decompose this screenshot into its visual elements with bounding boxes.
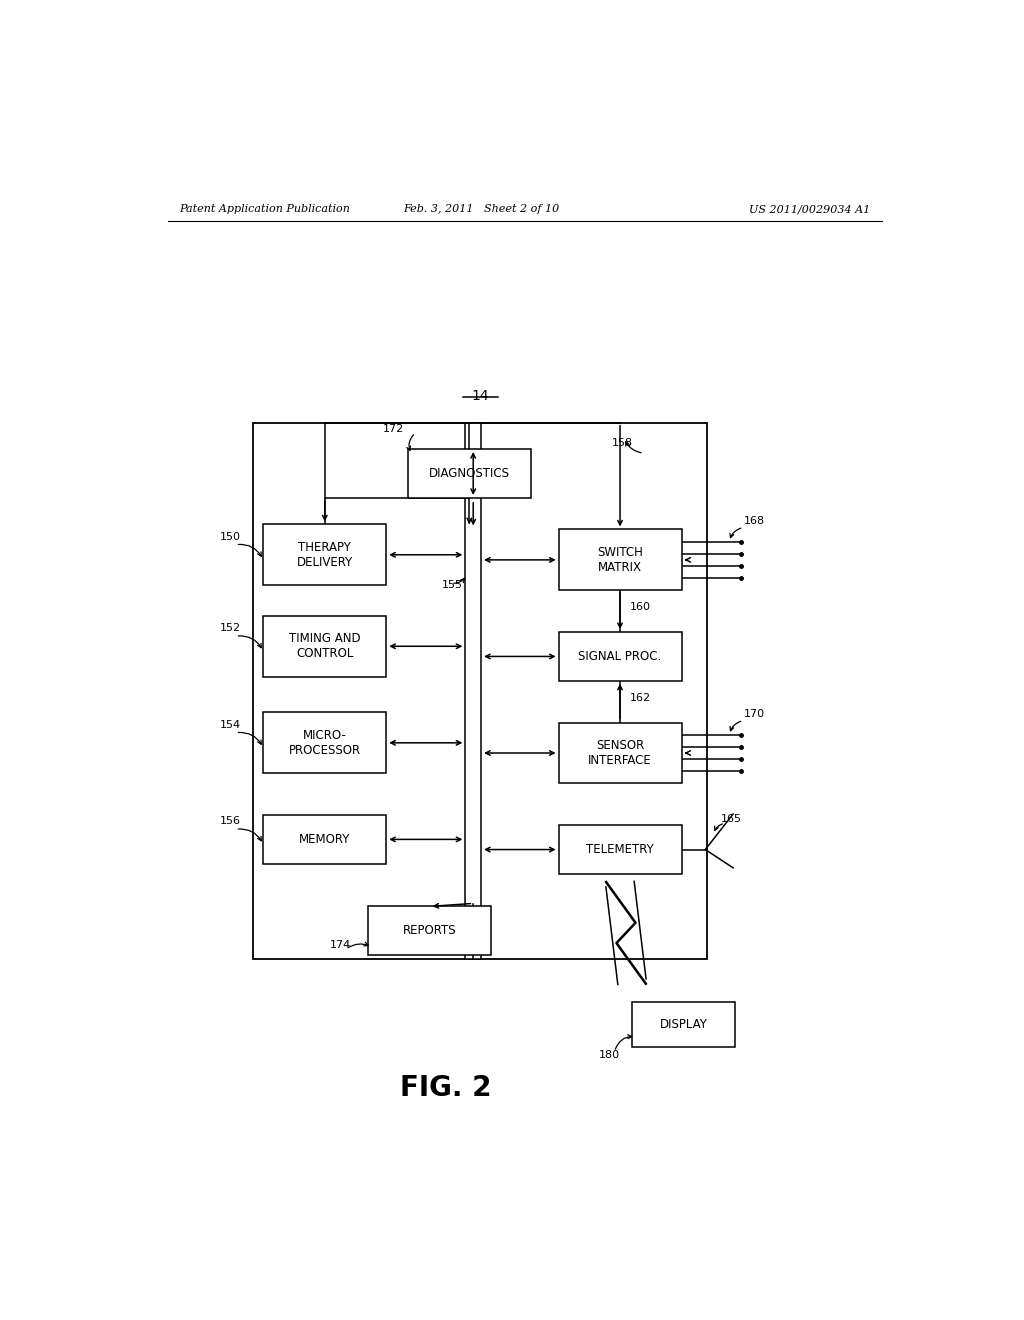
Text: 154: 154	[220, 719, 241, 730]
Bar	[263, 524, 386, 585]
Text: 14: 14	[471, 389, 489, 403]
Text: 168: 168	[743, 516, 765, 527]
Text: 174: 174	[330, 940, 351, 950]
Bar	[368, 907, 492, 956]
Text: SWITCH
MATRIX: SWITCH MATRIX	[597, 546, 643, 574]
Bar	[263, 814, 386, 863]
Bar	[558, 632, 682, 681]
Text: US 2011/0029034 A1: US 2011/0029034 A1	[749, 205, 870, 214]
Bar	[263, 713, 386, 774]
Text: 160: 160	[630, 602, 650, 612]
Text: 172: 172	[383, 424, 403, 434]
Bar	[408, 449, 530, 498]
Text: 170: 170	[743, 709, 765, 719]
Bar	[632, 1002, 735, 1047]
Bar	[558, 722, 682, 784]
Text: Patent Application Publication: Patent Application Publication	[179, 205, 350, 214]
Text: DIAGNOSTICS: DIAGNOSTICS	[429, 467, 510, 480]
Text: 162: 162	[630, 693, 650, 702]
Text: Feb. 3, 2011   Sheet 2 of 10: Feb. 3, 2011 Sheet 2 of 10	[403, 205, 559, 214]
Text: 150: 150	[220, 532, 241, 541]
Text: 158: 158	[612, 438, 633, 447]
Text: SENSOR
INTERFACE: SENSOR INTERFACE	[588, 739, 652, 767]
Text: 152: 152	[220, 623, 241, 634]
Text: TIMING AND
CONTROL: TIMING AND CONTROL	[289, 632, 360, 660]
Text: MICRO-
PROCESSOR: MICRO- PROCESSOR	[289, 729, 360, 756]
Bar	[465, 422, 481, 960]
Bar	[263, 615, 386, 677]
Text: THERAPY
DELIVERY: THERAPY DELIVERY	[297, 541, 353, 569]
Text: REPORTS: REPORTS	[402, 924, 457, 937]
Text: 155: 155	[441, 581, 463, 590]
Bar	[558, 825, 682, 874]
Text: SIGNAL PROC.: SIGNAL PROC.	[579, 649, 662, 663]
Text: 165: 165	[721, 814, 742, 824]
Text: MEMORY: MEMORY	[299, 833, 350, 846]
Text: TELEMETRY: TELEMETRY	[586, 843, 654, 857]
Text: 180: 180	[599, 1049, 620, 1060]
Text: DISPLAY: DISPLAY	[659, 1018, 708, 1031]
Bar	[253, 422, 708, 960]
Text: FIG. 2: FIG. 2	[399, 1074, 492, 1102]
Bar	[558, 529, 682, 590]
Text: 156: 156	[220, 816, 241, 826]
